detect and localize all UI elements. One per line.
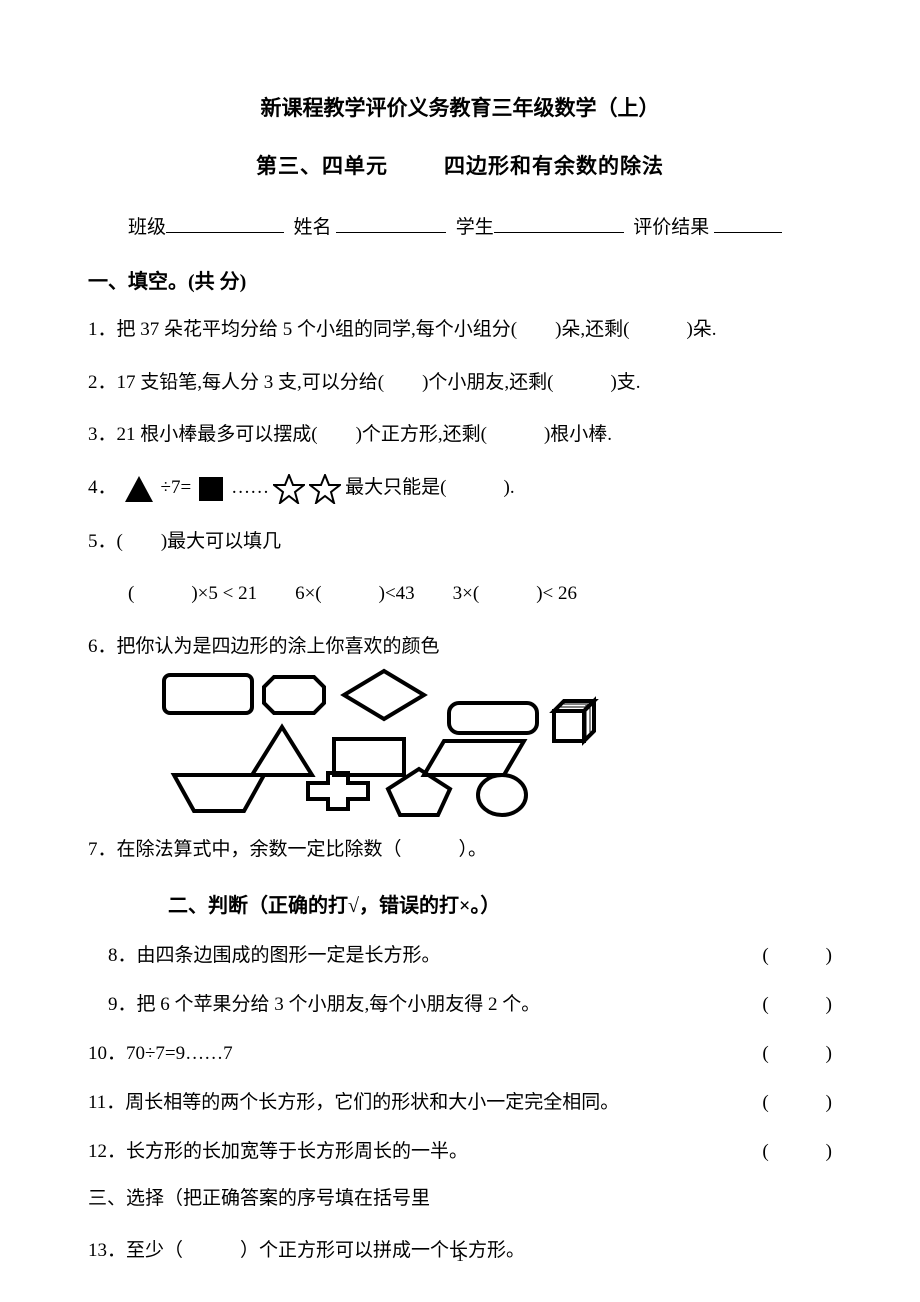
q11-text: 11．周长相等的两个长方形，它们的形状和大小一定完全相同。	[88, 1087, 752, 1114]
q4-prefix: 4．	[88, 474, 117, 503]
unit-label: 第三、四单元	[256, 154, 388, 178]
question-5-line2: ( )×5 < 21 6×( )<43 3×( )< 26	[88, 580, 832, 609]
triangle-icon	[121, 476, 157, 502]
q4-tail: 最大只能是( ).	[345, 474, 514, 503]
star-icon-2	[309, 474, 341, 504]
q4-divide: ÷7=	[161, 474, 192, 503]
result-blank[interactable]	[714, 232, 782, 233]
q8-blank[interactable]: ( )	[752, 940, 832, 967]
q9-text: 9．把 6 个苹果分给 3 个小朋友,每个小朋友得 2 个。	[88, 989, 752, 1016]
star-icon-1	[273, 474, 305, 504]
student-label: 学生	[456, 217, 494, 238]
q8-text: 8．由四条边围成的图形一定是长方形。	[88, 940, 752, 967]
q9-blank[interactable]: ( )	[752, 989, 832, 1016]
question-8: 8．由四条边围成的图形一定是长方形。 ( )	[88, 940, 832, 967]
q10-text: 10．70÷7=9……7	[88, 1038, 752, 1065]
section-3-heading: 三、选择（把正确答案的序号填在括号里	[88, 1185, 832, 1214]
question-11: 11．周长相等的两个长方形，它们的形状和大小一定完全相同。 ( )	[88, 1087, 832, 1114]
shapes-figure	[144, 667, 832, 822]
subtitle: 第三、四单元 四边形和有余数的除法	[88, 150, 832, 180]
page-number: 1	[0, 1248, 920, 1266]
question-5-line1: 5．( )最大可以填几	[88, 528, 832, 557]
square-icon	[195, 477, 227, 501]
result-label: 评价结果	[633, 217, 709, 238]
student-info-line: 班级 姓名 学生 评价结果	[88, 212, 832, 239]
question-2: 2．17 支铅笔,每人分 3 支,可以分给( )个小朋友,还剩( )支.	[88, 369, 832, 398]
student-blank[interactable]	[494, 232, 624, 233]
question-7: 7．在除法算式中，余数一定比除数（ ）。	[88, 836, 832, 865]
question-12: 12．长方形的长加宽等于长方形周长的一半。 ( )	[88, 1136, 832, 1163]
question-9: 9．把 6 个苹果分给 3 个小朋友,每个小朋友得 2 个。 ( )	[88, 989, 832, 1016]
q10-blank[interactable]: ( )	[752, 1038, 832, 1065]
q12-text: 12．长方形的长加宽等于长方形周长的一半。	[88, 1136, 752, 1163]
q12-blank[interactable]: ( )	[752, 1136, 832, 1163]
worksheet-page: 新课程教学评价义务教育三年级数学（上） 第三、四单元 四边形和有余数的除法 班级 …	[0, 0, 920, 1302]
topic-label: 四边形和有余数的除法	[444, 154, 664, 178]
q4-dots: ……	[231, 474, 269, 503]
section-1-heading: 一、填空。(共 分)	[88, 265, 832, 294]
question-10: 10．70÷7=9……7 ( )	[88, 1038, 832, 1065]
question-4: 4． ÷7= …… 最大只能是( ).	[88, 474, 832, 504]
question-6: 6．把你认为是四边形的涂上你喜欢的颜色	[88, 633, 832, 662]
question-1-text: 1．把 37 朵花平均分给 5 个小组的同学,每个小组分( )朵,还剩( )朵.	[88, 319, 717, 340]
main-title: 新课程教学评价义务教育三年级数学（上）	[88, 92, 832, 122]
question-1: 1．把 37 朵花平均分给 5 个小组的同学,每个小组分( )朵,还剩( )朵.	[88, 316, 832, 345]
class-label: 班级	[128, 217, 166, 238]
class-blank[interactable]	[166, 232, 284, 233]
section-2-heading: 二、判断（正确的打√，错误的打×。）	[88, 889, 832, 918]
question-3: 3．21 根小棒最多可以摆成( )个正方形,还剩( )根小棒.	[88, 421, 832, 450]
q11-blank[interactable]: ( )	[752, 1087, 832, 1114]
name-label: 姓名	[294, 217, 332, 238]
name-blank[interactable]	[336, 232, 446, 233]
